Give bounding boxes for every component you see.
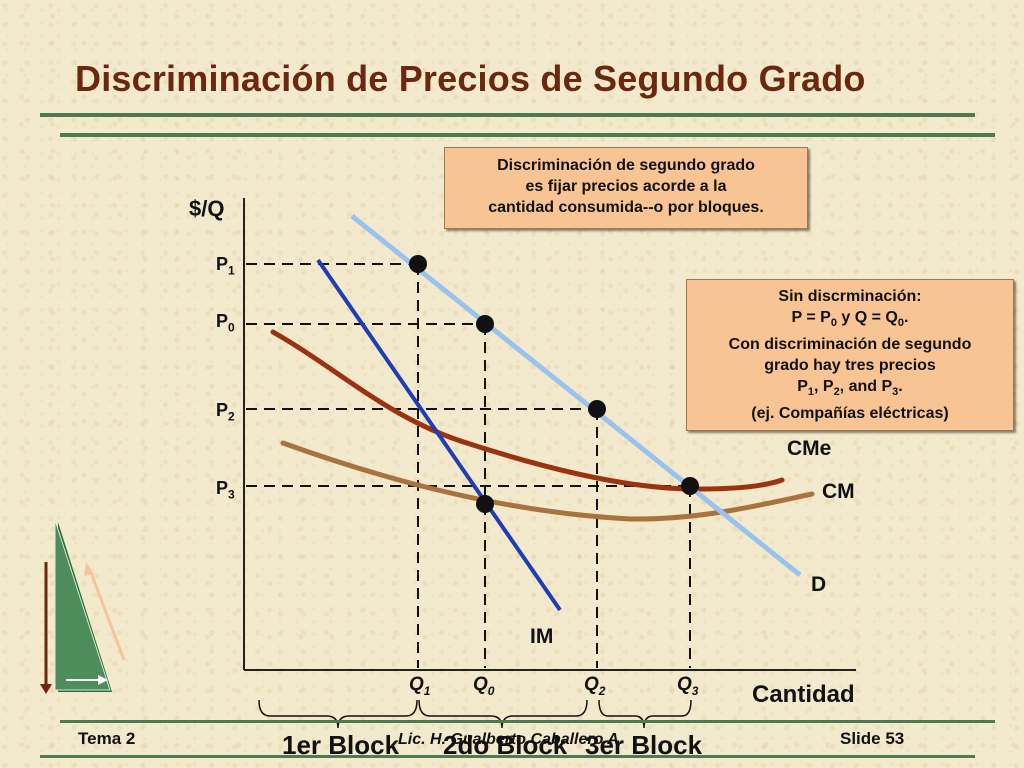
comparison-box: Sin discrminación: P = P0 y Q = Q0. Con … xyxy=(686,279,1014,431)
price-label-p1: P1 xyxy=(216,254,235,278)
point-p1-q1 xyxy=(409,255,427,273)
comparison-line-6: (ej. Compañías eléctricas) xyxy=(751,405,949,423)
comparison-line-2: P = P0 y Q = Q0. xyxy=(791,309,909,330)
brace-block-1 xyxy=(258,699,418,729)
title-underline-top xyxy=(40,113,975,117)
marginal-revenue-label: IM xyxy=(530,625,554,648)
x-axis-label: Cantidad xyxy=(752,681,855,708)
price-label-p3: P3 xyxy=(216,478,235,502)
footer-right: Slide 53 xyxy=(840,729,905,748)
footer-center: Lic. H. Gualberto Caballero A. xyxy=(398,731,624,748)
point-im-cm xyxy=(476,495,494,513)
decorative-triangle-logo xyxy=(40,519,126,694)
block-braces xyxy=(258,699,692,729)
point-p3-q3 xyxy=(681,477,699,495)
definition-line-3: cantidad consumida--o por bloques. xyxy=(488,199,764,216)
footer-left: Tema 2 xyxy=(78,729,136,748)
intersection-points xyxy=(409,255,699,513)
point-p0-q0 xyxy=(476,315,494,333)
comparison-line-3: Con discriminación de segundo xyxy=(728,336,972,354)
comparison-line-1: Sin discrminación: xyxy=(778,288,922,305)
comparison-line-4: grado hay tres precios xyxy=(764,357,936,375)
price-label-p2: P2 xyxy=(216,400,235,424)
marginal-cost-label: CM xyxy=(822,480,855,503)
definition-line-1: Discriminación de segundo grado xyxy=(497,157,755,174)
quantity-label-q1: Q1 xyxy=(409,674,431,698)
demand-label: D xyxy=(811,573,827,596)
quantity-label-q3: Q3 xyxy=(677,674,699,698)
marginal-revenue-curve xyxy=(316,258,562,612)
slide-title: Discriminación de Precios de Segundo Gra… xyxy=(75,58,866,99)
block-label-1: 1er Block xyxy=(282,730,400,760)
demand-curve xyxy=(350,214,802,577)
footer-rule-bottom xyxy=(40,755,975,758)
dashed-guides xyxy=(246,263,691,668)
price-label-p0: P0 xyxy=(216,311,235,335)
definition-box: Discriminación de segundo grado es fijar… xyxy=(444,147,808,229)
brace-block-3 xyxy=(598,699,692,729)
quantity-label-q2: Q2 xyxy=(584,674,606,698)
y-axis-label: $/Q xyxy=(189,196,225,221)
brace-block-2 xyxy=(418,699,588,729)
average-cost-curve xyxy=(270,329,785,492)
footer-rule-top xyxy=(60,720,995,723)
comparison-line-5: P1, P2, and P3. xyxy=(797,378,903,399)
point-p2-q2 xyxy=(588,400,606,418)
marginal-cost-curve xyxy=(280,440,815,522)
average-cost-label: CMe xyxy=(787,437,832,460)
title-underline-bottom xyxy=(60,133,995,137)
quantity-label-q0: Q0 xyxy=(473,674,495,698)
definition-line-2: es fijar precios acorde a la xyxy=(525,178,727,195)
block-label-3: 3er Block xyxy=(585,730,703,760)
block-label-2: 2do Block xyxy=(443,730,568,760)
